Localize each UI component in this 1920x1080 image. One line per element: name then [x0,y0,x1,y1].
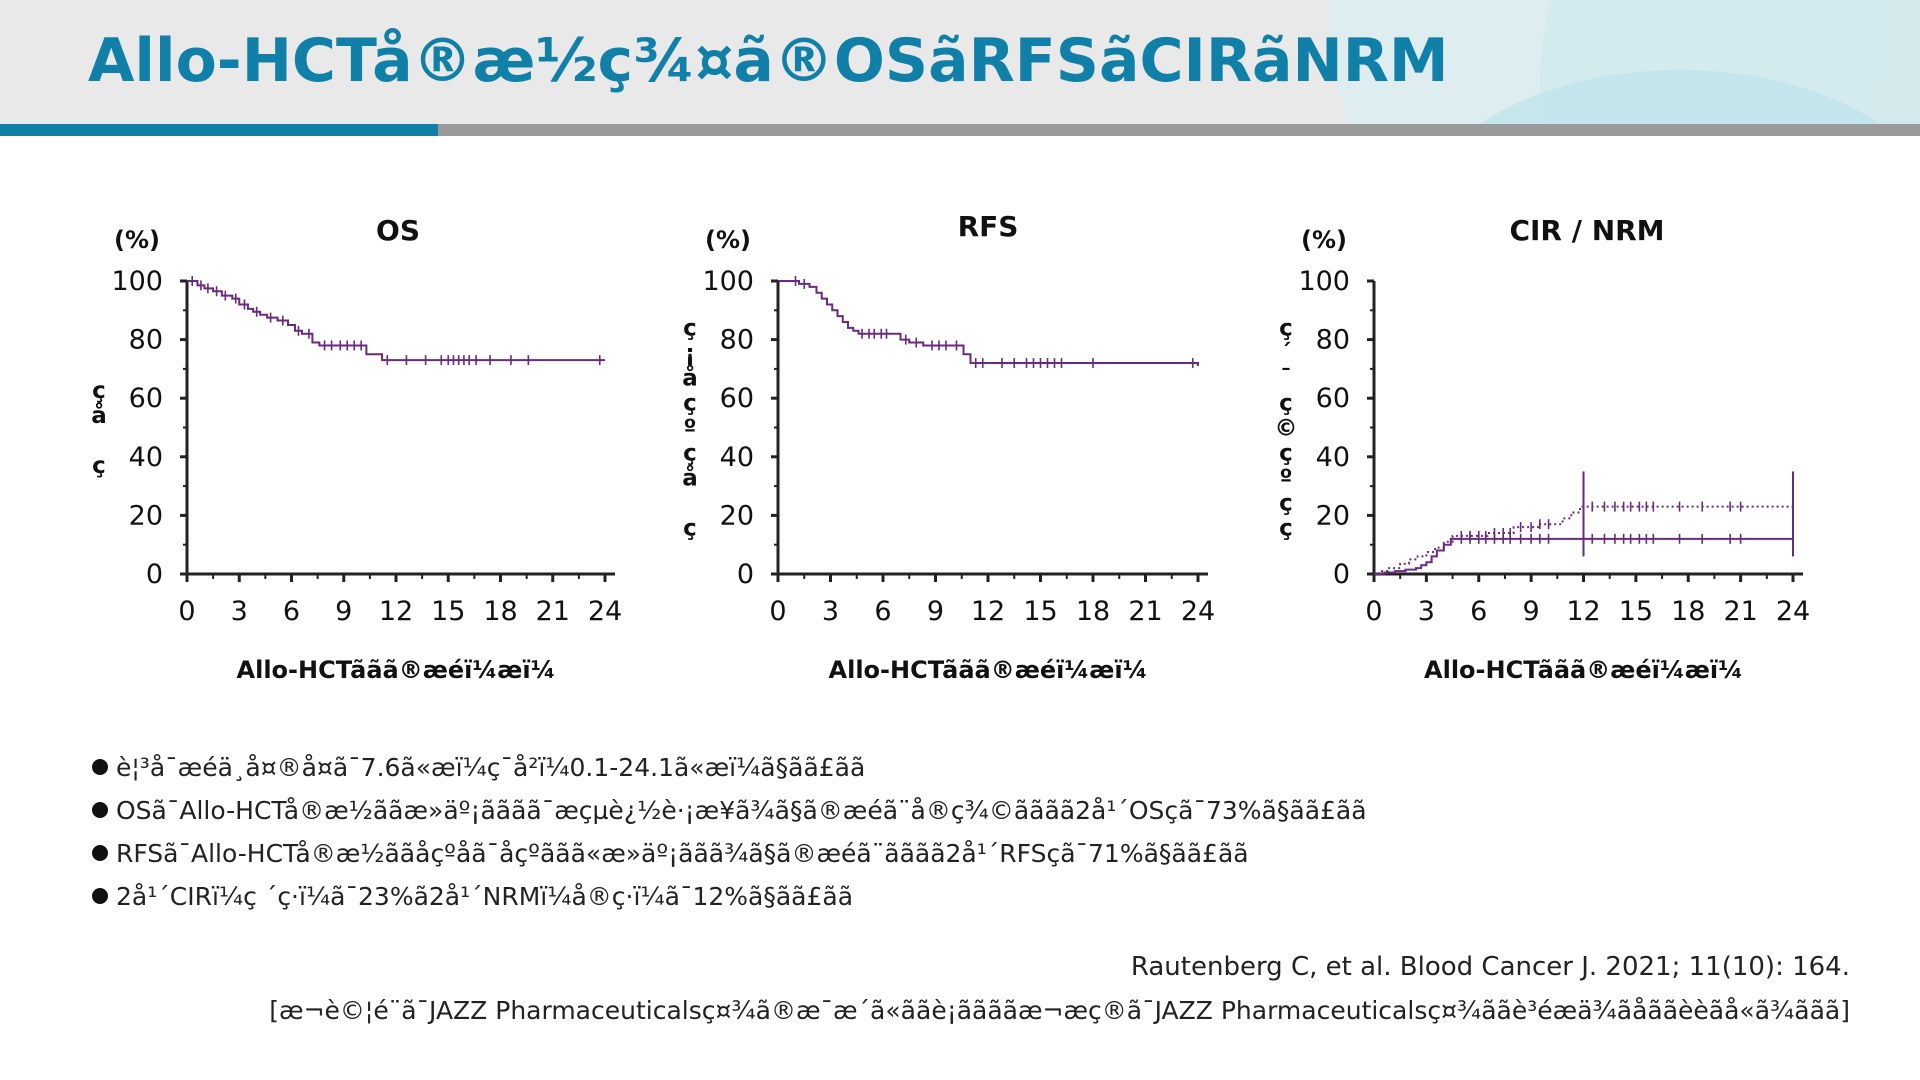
y-tick-label: 20 [129,500,163,531]
page-title: Allo-HCTå®æ½ç¾¤ã®OSãRFSãCIRãNRM [88,26,1449,96]
y-axis-label: ç ´ ¯ ç © ç º ç ç [1275,316,1298,542]
bullet-item: OSã¯Allo-HCTå®æ½ããæ­»äº¡ãããã¯æçµè¿½è·¡æ¥… [92,789,1367,832]
bullet-dot-icon [92,845,108,861]
chart-title: OS [376,214,420,247]
bullet-dot-icon [92,802,108,818]
y-unit-label: (%) [1301,226,1347,254]
bullet-list: è¦³å¯æéä¸­å¤®å¤ã¯7.6ã«æï¼ç¯å²ï¼0.1-24.1ã… [92,746,1367,918]
x-tick-label: 15 [431,596,465,627]
y-tick-label: 80 [1316,325,1350,356]
x-tick-label: 18 [483,596,517,627]
y-tick-label: 40 [720,442,754,473]
bullet-item: RFSã¯Allo-HCTå®æ½ããåçºåã¯åçºããã«æ­»äº¡ãã… [92,832,1367,875]
y-axis-label: çå­ç [91,378,107,479]
x-tick-label: 3 [1418,596,1435,627]
x-tick-label: 6 [1470,596,1487,627]
x-tick-label: 3 [231,596,248,627]
x-tick-label: 12 [379,596,413,627]
x-axis-label: Allo-HCTããã®æéï¼æï¼ [829,656,1148,684]
series-line-os [187,280,605,362]
x-tick-label: 24 [588,596,622,627]
x-tick-label: 9 [1523,596,1540,627]
y-tick-label: 20 [720,500,754,531]
x-tick-label: 24 [1181,596,1215,627]
x-tick-label: 9 [927,596,944,627]
x-tick-label: 21 [1723,596,1757,627]
y-tick-label: 20 [1316,500,1350,531]
bullet-dot-icon [92,888,108,904]
divider-bar [438,124,1920,136]
x-tick-label: 21 [1128,596,1162,627]
x-tick-label: 0 [769,596,786,627]
bullet-item: 2å¹´CIRï¼ç ´ç·ï¼ã¯23%ã2å¹´NRMï¼å®ç·ï¼ã¯1… [92,875,1367,918]
x-tick-label: 6 [283,596,300,627]
x-tick-label: 15 [1023,596,1057,627]
y-tick-label: 80 [129,325,163,356]
bullet-dot-icon [92,759,108,775]
x-tick-label: 3 [822,596,839,627]
y-tick-label: 40 [1316,442,1350,473]
y-tick-label: 0 [737,559,754,590]
y-tick-label: 0 [1333,559,1350,590]
citation: Rautenberg C, et al. Blood Cancer J. 202… [1130,952,1850,982]
x-tick-label: 0 [1365,596,1382,627]
funding-note: [æ¬è©¦é¨ã¯JAZZ Pharmaceuticalsç¤¾ã®æ¯æ´ã… [269,996,1850,1025]
y-tick-label: 100 [1298,266,1350,297]
x-tick-label: 21 [536,596,570,627]
header-band: Allo-HCTå®æ½ç¾¤ã®OSãRFSãCIRãNRM [0,0,1920,124]
x-axis-label: Allo-HCTããã®æéï¼æï¼ [1424,656,1743,684]
accent-bar [0,124,438,136]
chart-title: CIR / NRM [1509,214,1664,247]
y-tick-label: 80 [720,325,754,356]
x-tick-label: 24 [1776,596,1810,627]
series-line-rfs [778,280,1199,366]
y-unit-label: (%) [705,226,751,254]
y-tick-label: 0 [146,559,163,590]
x-tick-label: 12 [1566,596,1600,627]
x-axis-label: Allo-HCTããã®æéï¼æï¼ [237,656,556,684]
x-tick-label: 6 [874,596,891,627]
bullet-item: è¦³å¯æéä¸­å¤®å¤ã¯7.6ã«æï¼ç¯å²ï¼0.1-24.1ã… [92,746,1367,789]
y-tick-label: 60 [1316,383,1350,414]
x-tick-label: 18 [1671,596,1705,627]
x-tick-label: 15 [1619,596,1653,627]
chart-title: RFS [958,210,1019,243]
y-tick-label: 60 [720,383,754,414]
y-unit-label: (%) [114,226,160,254]
series-line-nrm [1374,537,1793,575]
y-tick-label: 40 [129,442,163,473]
y-tick-label: 100 [702,266,754,297]
y-tick-label: 100 [111,266,163,297]
x-tick-label: 0 [178,596,195,627]
x-tick-label: 12 [971,596,1005,627]
y-tick-label: 60 [129,383,163,414]
x-tick-label: 9 [335,596,352,627]
x-tick-label: 18 [1076,596,1110,627]
